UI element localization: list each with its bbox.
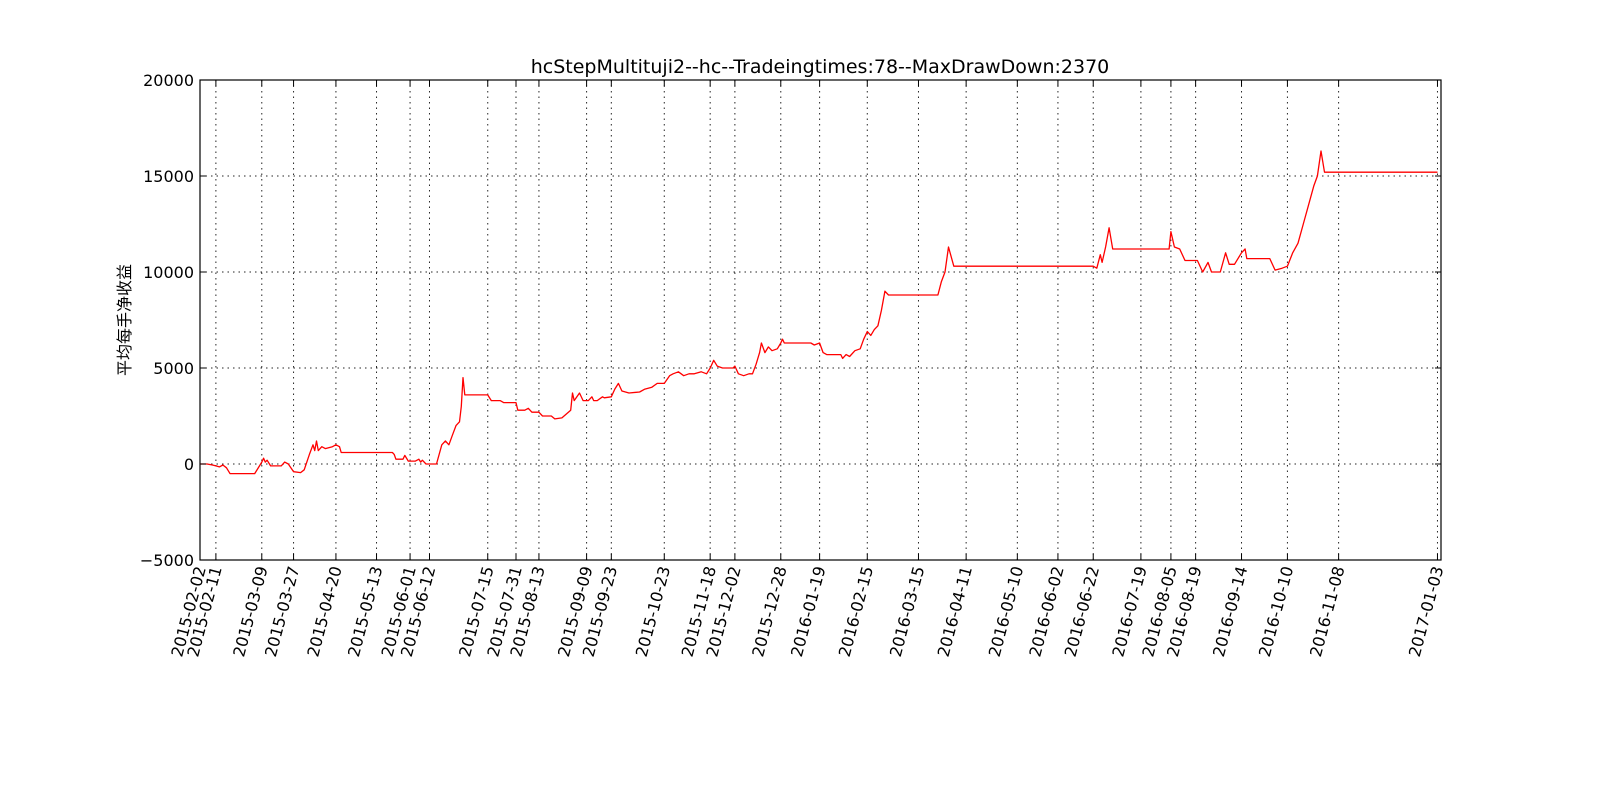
chart-title: hcStepMultituji2--hc--Tradeingtimes:78--… [531,56,1110,78]
x-tick-label: 2016-10-10 [1255,564,1297,659]
x-tick-label: 2016-06-22 [1061,564,1103,659]
y-tick-label: 15000 [143,167,194,186]
x-tick-label: 2015-04-20 [303,564,345,659]
y-tick-label: 0 [184,455,194,474]
x-tick-label: 2016-11-08 [1306,564,1348,659]
x-tick-label: 2016-05-10 [985,564,1027,659]
grid-layer [199,80,1441,560]
x-tick-label: 2016-06-02 [1025,564,1067,659]
series-layer [200,150,1438,475]
x-tick-label: 2015-10-23 [632,564,674,659]
y-tick-label: −5000 [140,551,194,570]
y-tick-label: 20000 [143,71,194,90]
label-layer: −5000050001000015000200002015-02-022015-… [140,71,1447,659]
x-tick-label: 2015-12-28 [748,564,790,659]
x-tick-label: 2016-01-19 [787,564,829,659]
x-tick-label: 2016-09-14 [1209,564,1251,659]
tick-layer [199,79,1441,561]
x-tick-label: 2016-02-15 [835,564,877,659]
y-axis-label: 平均每手净收益 [115,264,134,376]
x-tick-label: 2017-01-03 [1405,564,1447,659]
series-line [200,150,1438,475]
x-tick-label: 2016-04-11 [934,564,976,659]
plot-area-frame [199,79,1442,561]
y-tick-label: 5000 [153,359,194,378]
y-tick-label: 10000 [143,263,194,282]
x-tick-label: 2016-03-15 [886,564,928,659]
